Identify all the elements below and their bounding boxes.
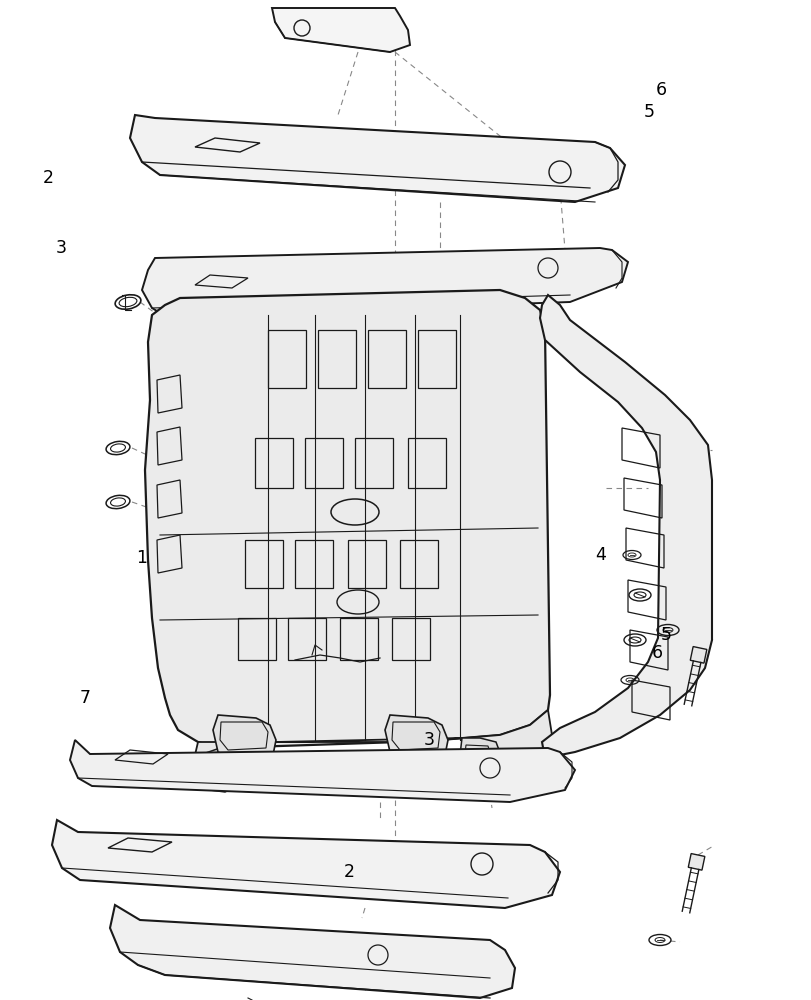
Polygon shape — [198, 748, 242, 792]
Polygon shape — [539, 295, 711, 758]
Polygon shape — [145, 290, 549, 748]
Text: 5: 5 — [643, 103, 654, 121]
Text: 7: 7 — [79, 689, 91, 707]
Polygon shape — [70, 740, 574, 802]
Polygon shape — [272, 8, 410, 52]
Polygon shape — [195, 710, 554, 782]
Text: 6: 6 — [655, 81, 667, 99]
Text: 2: 2 — [43, 169, 54, 187]
Text: 3: 3 — [55, 239, 67, 257]
Polygon shape — [109, 905, 514, 998]
Text: 5: 5 — [659, 626, 671, 644]
Text: 2: 2 — [343, 863, 354, 881]
Polygon shape — [52, 820, 560, 908]
Text: 1: 1 — [136, 549, 148, 567]
Polygon shape — [689, 647, 706, 663]
Text: 3: 3 — [423, 731, 434, 749]
Polygon shape — [688, 854, 704, 870]
Polygon shape — [384, 715, 448, 758]
Polygon shape — [142, 248, 627, 316]
Text: 4: 4 — [594, 546, 606, 564]
Polygon shape — [212, 715, 276, 758]
Polygon shape — [460, 738, 501, 778]
Text: 6: 6 — [651, 644, 663, 662]
Polygon shape — [130, 115, 624, 202]
